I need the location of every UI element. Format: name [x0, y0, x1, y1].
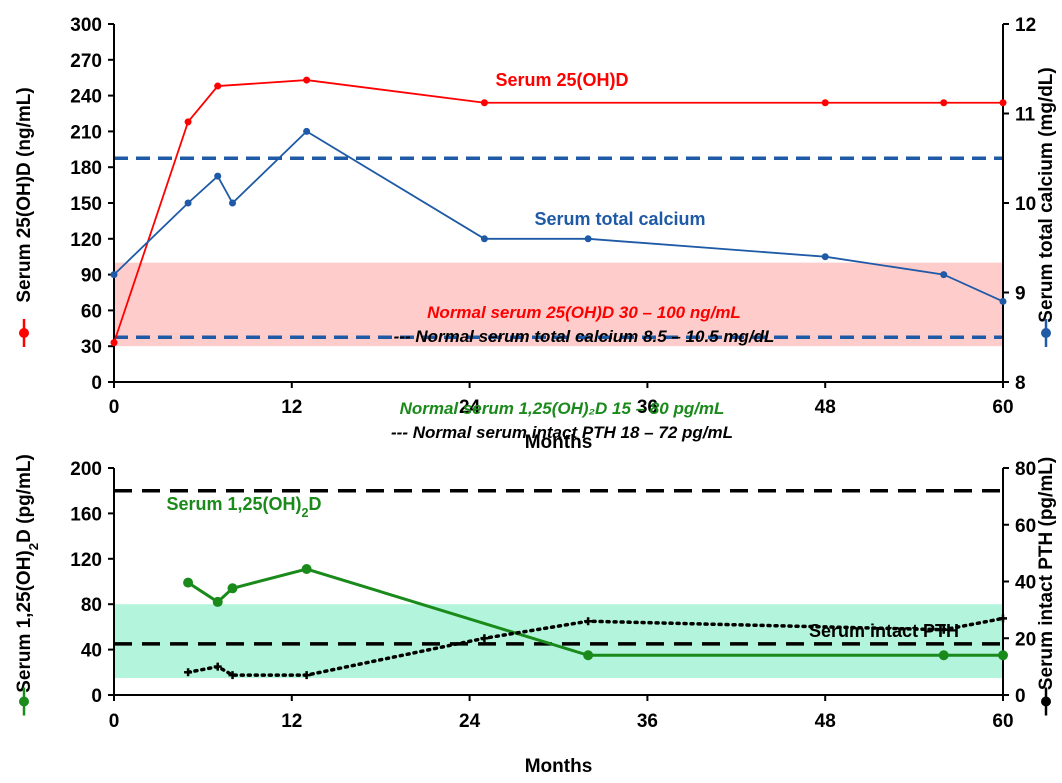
data-point [184, 118, 192, 126]
left-axis-title: Serum 1,25(OH)2D (pg/mL) [14, 454, 41, 693]
left-tick-label: 0 [91, 373, 102, 394]
data-point [584, 235, 592, 243]
data-point [999, 614, 1007, 623]
data-point [999, 297, 1007, 305]
series-line-1 [186, 616, 1005, 677]
normal-range-band [114, 604, 1003, 678]
left-tick-label: 210 [70, 122, 102, 143]
left-tick-label: 150 [70, 194, 102, 215]
data-point [212, 596, 223, 607]
x-tick-label: 12 [281, 711, 302, 732]
left-tick-label: 0 [91, 686, 102, 707]
left-tick-label: 40 [81, 641, 102, 662]
series-label-1: Serum total calcium [534, 209, 705, 229]
left-tick-label: 120 [70, 230, 102, 251]
data-point [584, 617, 593, 626]
data-point [184, 668, 193, 677]
data-point [480, 99, 488, 107]
x-tick-label: 60 [992, 711, 1013, 732]
data-point [301, 564, 312, 575]
x-tick-label: 36 [637, 711, 658, 732]
left-axis-title: Serum 25(OH)D (ng/mL) [14, 87, 35, 302]
data-point [480, 634, 489, 643]
data-point [214, 82, 222, 90]
left-tick-label: 180 [70, 158, 102, 179]
data-point [480, 235, 488, 243]
left-tick-label: 90 [81, 266, 102, 287]
data-point [228, 671, 237, 680]
data-point [998, 650, 1008, 661]
annotation-1: --- Normal serum total calcium 8.5 – 10.… [394, 327, 775, 346]
data-point [303, 127, 311, 135]
x-tick-label: 48 [815, 711, 836, 732]
left-tick-label: 300 [70, 15, 102, 36]
annotation-1: --- Normal serum intact PTH 18 – 72 pg/m… [391, 423, 733, 442]
left-tick-label: 240 [70, 87, 102, 108]
data-point [940, 271, 948, 279]
x-tick-label: 12 [281, 397, 302, 418]
data-point [821, 253, 829, 261]
annotation-0: Normal serum 1,25(OH)₂D 15 – 80 pg/mL [400, 399, 725, 418]
data-point [213, 662, 222, 671]
x-tick-label: 0 [109, 397, 120, 418]
left-tick-label: 200 [70, 459, 102, 480]
right-tick-label: 12 [1015, 15, 1036, 36]
data-point [999, 99, 1007, 107]
right-tick-label: 8 [1015, 373, 1026, 394]
right-tick-label: 80 [1015, 459, 1036, 480]
left-tick-label: 120 [70, 550, 102, 571]
series-label-1: Serum intact PTH [809, 621, 959, 641]
annotation-0: Normal serum 25(OH)D 30 – 100 ng/mL [427, 303, 741, 322]
right-tick-label: 40 [1015, 573, 1036, 594]
right-axis-title: Serum intact PTH (pg/mL) [1036, 457, 1057, 690]
normal-range-band [114, 262, 1003, 347]
data-point [821, 99, 829, 107]
x-tick-label: 0 [109, 711, 120, 732]
data-point [227, 583, 238, 594]
series-line-0 [113, 79, 1003, 343]
x-axis-title: Months [525, 432, 593, 453]
data-point [110, 339, 118, 347]
left-tick-label: 30 [81, 337, 102, 358]
data-point [939, 625, 948, 634]
right-tick-label: 0 [1015, 686, 1026, 707]
right-tick-label: 11 [1015, 105, 1036, 126]
series-line-1 [113, 130, 1004, 303]
data-point [183, 577, 194, 588]
x-tick-label: 48 [815, 397, 836, 418]
left-tick-label: 60 [81, 301, 102, 322]
left-tick-label: 270 [70, 51, 102, 72]
data-point [940, 99, 948, 107]
x-tick-label: 60 [992, 397, 1013, 418]
data-point [938, 650, 949, 661]
data-point [303, 76, 311, 84]
left-legend-marker [19, 696, 29, 707]
right-tick-label: 20 [1015, 629, 1036, 650]
series-label-0: Serum 25(OH)D [495, 70, 628, 90]
right-legend-marker [1041, 328, 1051, 338]
right-legend-marker [1041, 696, 1051, 707]
x-tick-label: 24 [459, 711, 481, 732]
data-point [184, 199, 192, 207]
series-label-0: Serum 1,25(OH)2D [166, 494, 321, 520]
data-point [583, 650, 594, 661]
data-point [229, 199, 237, 207]
data-point [110, 271, 118, 279]
right-tick-label: 9 [1015, 284, 1026, 305]
right-axis-title: Serum total calcium (mg/dL) [1036, 67, 1057, 322]
left-tick-label: 80 [81, 595, 102, 616]
x-tick-label: 24 [459, 397, 481, 418]
data-point [302, 671, 311, 680]
data-point [214, 172, 222, 180]
left-legend-marker [19, 328, 29, 338]
right-tick-label: 10 [1015, 194, 1036, 215]
x-tick-label: 36 [637, 397, 658, 418]
right-tick-label: 60 [1015, 516, 1036, 537]
left-tick-label: 160 [70, 504, 102, 525]
x-axis-title: Months [525, 756, 593, 777]
